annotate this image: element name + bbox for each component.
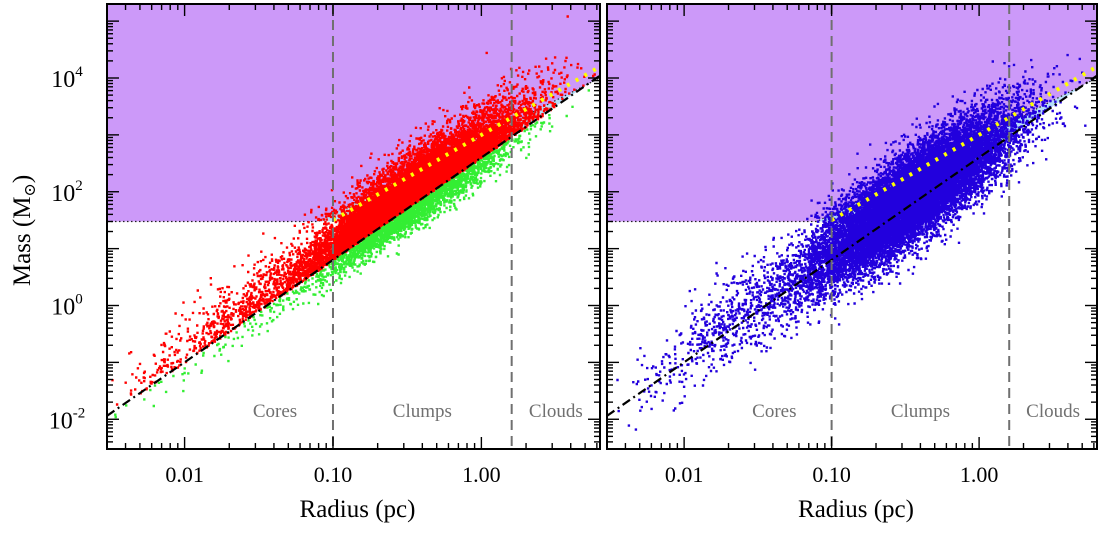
- x-tick-label: 0.01: [665, 462, 704, 487]
- scatter-panel-2: Cores Clumps Clouds 0.01 0.10 1.00 Radius (pc): [606, 3, 1098, 523]
- x-tick-label: 1.00: [960, 462, 999, 487]
- x-tick-label: 0.10: [314, 462, 353, 487]
- series-1-points: [616, 53, 1087, 431]
- scatter-panel-1: Cores Clumps Clouds 0.01 0.10 1.00 Radius (pc)…: [9, 3, 601, 523]
- plot-frame: [606, 3, 1098, 450]
- y-tick-label: 100: [51, 292, 83, 321]
- threshold-relation-line: [107, 74, 600, 417]
- plot-area: [607, 4, 1097, 449]
- x-tick-label: 0.10: [812, 462, 851, 487]
- mean-relation-line: [331, 66, 598, 222]
- y-axis-label: Mass (M⊙): [9, 175, 39, 286]
- x-axis-label: Radius (pc): [300, 496, 416, 523]
- y-tick-label: 10-2: [49, 405, 86, 434]
- high-mass-region: [607, 4, 1097, 222]
- y-tick-label: 104: [51, 64, 83, 93]
- x-axis-label: Radius (pc): [798, 496, 914, 523]
- plot-area: [107, 4, 600, 449]
- region-label-cores: Cores: [253, 401, 297, 422]
- threshold-relation-line: [607, 74, 1097, 417]
- high-mass-region: [107, 4, 600, 222]
- axis-ticks: [606, 3, 1097, 450]
- intermediate-region: [318, 4, 600, 222]
- axis-ticks: [106, 3, 600, 450]
- plot-frame: [106, 3, 601, 450]
- region-label-cores: Cores: [752, 401, 796, 422]
- region-label-clouds: Clouds: [1026, 401, 1080, 422]
- x-tick-label: 0.01: [165, 462, 204, 487]
- x-tick-label: 1.00: [462, 462, 501, 487]
- region-label-clumps: Clumps: [891, 401, 950, 422]
- mean-relation-line: [830, 66, 1095, 222]
- series-2-points: [114, 89, 590, 419]
- y-tick-label: 102: [51, 178, 83, 207]
- scatter-points: [616, 53, 1087, 431]
- intermediate-region: [816, 4, 1097, 222]
- region-label-clumps: Clumps: [393, 401, 452, 422]
- region-label-clouds: Clouds: [529, 401, 583, 422]
